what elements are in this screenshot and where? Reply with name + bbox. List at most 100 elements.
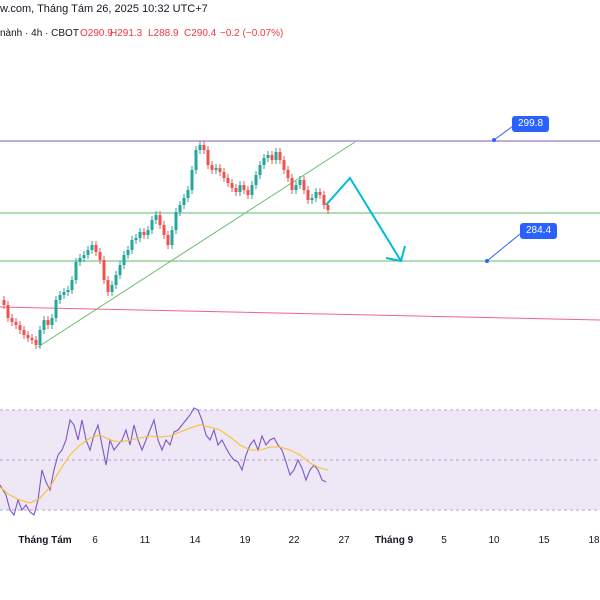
candle-body: [62, 292, 66, 295]
chart-header: w.com, Tháng Tám 26, 2025 10:32 UTC+7: [0, 0, 600, 18]
time-axis-tick: 10: [488, 535, 500, 546]
close-value: C290.4: [184, 28, 217, 39]
candle-body: [170, 230, 174, 245]
time-axis-tick: 6: [92, 535, 98, 546]
candle-body: [50, 318, 54, 325]
candle-body: [70, 280, 74, 290]
candle-body: [22, 330, 26, 335]
time-axis-tick: 5: [441, 535, 447, 546]
candle-body: [294, 185, 298, 190]
time-axis-tick: 19: [239, 535, 251, 546]
rsi-line: [0, 407, 327, 517]
candle-body: [318, 192, 322, 195]
candle-body: [174, 212, 178, 230]
candle-body: [214, 168, 218, 170]
time-axis-tick: 27: [338, 535, 350, 546]
time-axis-tick: 15: [538, 535, 550, 546]
candle-body: [86, 250, 90, 255]
candle-body: [106, 280, 110, 292]
target-price-label[interactable]: 284.4: [520, 223, 558, 239]
candle-body: [126, 250, 130, 255]
candle-body: [186, 190, 190, 198]
candle-body: [102, 260, 106, 280]
candle-body: [250, 185, 254, 195]
candle-body: [38, 330, 42, 345]
candle-body: [278, 152, 282, 160]
candle-body: [298, 180, 302, 185]
candle-body: [270, 155, 274, 160]
candle-body: [242, 185, 246, 190]
candle-body: [322, 195, 326, 205]
candle-body: [246, 190, 250, 195]
candle-body: [46, 320, 50, 325]
candle-body: [30, 338, 34, 340]
candle-body: [306, 190, 310, 200]
candle-body: [202, 145, 206, 150]
resistance-price-label[interactable]: 299.8: [512, 116, 550, 132]
candle-body: [138, 232, 142, 238]
candle-body: [154, 215, 158, 220]
candle-body: [310, 198, 314, 200]
rsi-ma-line: [0, 424, 329, 504]
source-title: w.com, Tháng Tám 26, 2025 10:32 UTC+7: [0, 3, 208, 15]
candle-body: [238, 185, 242, 192]
down-arrow-projection-icon[interactable]: [325, 176, 406, 263]
candle-body: [142, 232, 146, 235]
symbol-label: nành · 4h · CBOT: [0, 28, 79, 39]
candle-body: [190, 170, 194, 190]
target-label-connector: [486, 233, 521, 262]
candle-body: [74, 262, 78, 280]
candle-body: [34, 340, 38, 345]
time-axis-tick: 22: [288, 535, 300, 546]
descending-red-line[interactable]: [0, 306, 600, 321]
candle-body: [162, 225, 166, 235]
candle-body: [290, 178, 294, 190]
candle-body: [66, 290, 70, 292]
candle-body: [182, 198, 186, 205]
time-axis-tick: Tháng Tám: [18, 535, 72, 546]
candle-body: [198, 145, 202, 150]
candle-body: [82, 255, 86, 258]
candle-body: [150, 220, 154, 230]
candle-body: [266, 155, 270, 158]
change-value: −0.2 (−0.07%): [220, 28, 284, 39]
candle-body: [282, 160, 286, 170]
candle-body: [178, 205, 182, 212]
candle-body: [26, 335, 30, 338]
target-anchor-point[interactable]: [485, 259, 489, 263]
candle-body: [18, 325, 22, 330]
candle-body: [78, 258, 82, 262]
candle-body: [110, 285, 114, 292]
candle-body: [98, 252, 102, 260]
candle-body: [54, 300, 58, 318]
candle-body: [194, 150, 198, 170]
candlestick-series: [2, 141, 330, 349]
candle-body: [122, 255, 126, 265]
high-value: H291.3: [110, 28, 143, 39]
candle-body: [206, 150, 210, 165]
candle-body: [94, 245, 98, 252]
candle-body: [302, 180, 306, 190]
candle-body: [210, 165, 214, 170]
candle-body: [234, 188, 238, 192]
candle-body: [222, 172, 226, 178]
resistance-anchor-point[interactable]: [492, 138, 496, 142]
candle-body: [118, 265, 122, 275]
time-axis-tick: 11: [139, 535, 151, 546]
candle-body: [230, 183, 234, 188]
candle-body: [134, 238, 138, 240]
candle-body: [158, 215, 162, 225]
candle-body: [114, 275, 118, 285]
candle-body: [146, 230, 150, 235]
candle-body: [226, 178, 230, 183]
candle-body: [90, 245, 94, 250]
candle-body: [254, 175, 258, 185]
time-axis-tick: 18: [588, 535, 600, 546]
time-axis-tick: 14: [189, 535, 201, 546]
candle-body: [2, 300, 6, 305]
candle-body: [130, 240, 134, 250]
candle-body: [262, 158, 266, 165]
ascending-trendline[interactable]: [37, 141, 356, 348]
open-value: O290.9: [80, 28, 113, 39]
